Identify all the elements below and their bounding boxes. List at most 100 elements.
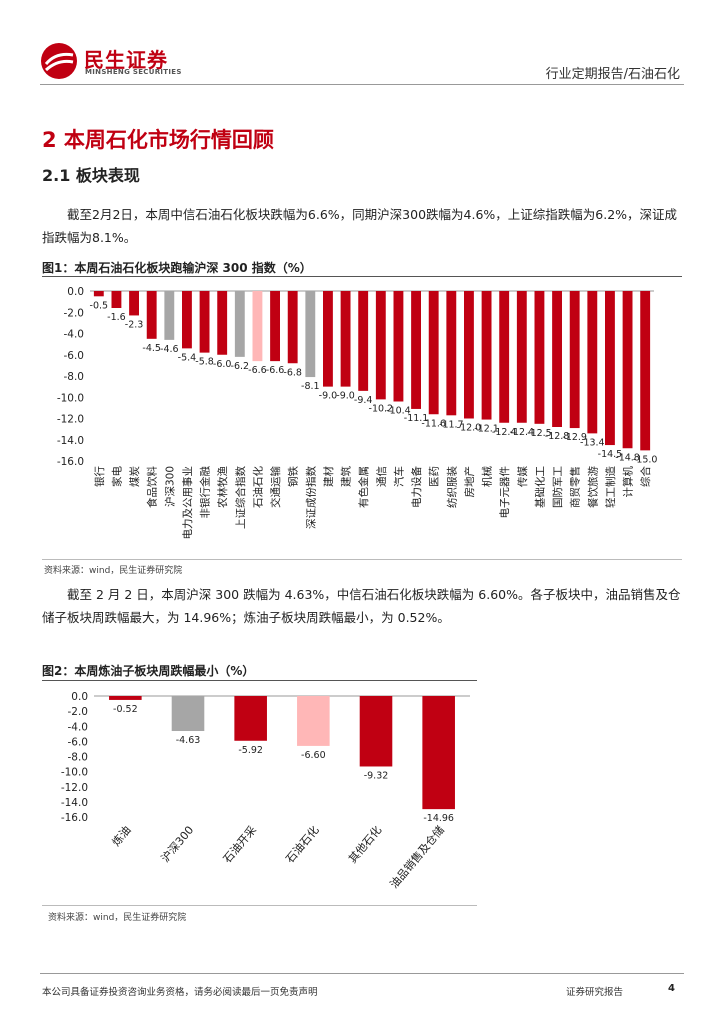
footer-label: 证券研究报告 bbox=[566, 987, 624, 998]
bar bbox=[93, 291, 104, 297]
bar bbox=[481, 291, 492, 420]
data-label: -0.52 bbox=[113, 704, 138, 715]
header-divider bbox=[40, 84, 684, 85]
data-label: -0.5 bbox=[90, 300, 109, 311]
bar bbox=[287, 291, 298, 364]
y-tick-label: 0.0 bbox=[67, 286, 84, 298]
x-tick-label: 非银行金融 bbox=[199, 466, 212, 519]
figure-2-bottom-rule bbox=[42, 905, 477, 906]
brand-name-cn: 民生证券 bbox=[84, 48, 168, 72]
data-label: -9.4 bbox=[354, 395, 373, 406]
x-tick-label: 深证成份指数 bbox=[304, 466, 317, 529]
y-tick-label: -4.0 bbox=[64, 329, 85, 341]
bar bbox=[305, 291, 316, 378]
data-label: -5.8 bbox=[195, 357, 214, 368]
y-tick-label: -12.0 bbox=[57, 414, 84, 426]
section-title: 2 本周石化市场行情回顾 bbox=[42, 128, 274, 152]
data-label: -9.0 bbox=[319, 391, 338, 402]
x-tick-label: 家电 bbox=[110, 466, 123, 487]
y-tick-label: -14.0 bbox=[57, 435, 84, 447]
y-tick-label: -4.0 bbox=[68, 721, 89, 733]
data-label: -10.4 bbox=[386, 406, 411, 417]
y-tick-label: -14.0 bbox=[61, 797, 88, 809]
y-tick-label: -10.0 bbox=[57, 392, 84, 404]
data-label: -13.4 bbox=[580, 437, 605, 448]
data-label: -1.6 bbox=[107, 312, 126, 323]
figure-1-source: 资料来源：wind，民生证券研究院 bbox=[44, 566, 183, 576]
x-tick-label: 钢铁 bbox=[287, 466, 300, 487]
x-tick-label: 轻工制造 bbox=[604, 466, 617, 508]
x-tick-label: 石油开采 bbox=[220, 823, 259, 866]
x-tick-label: 炼油 bbox=[109, 823, 134, 849]
x-tick-label: 食品饮料 bbox=[146, 466, 159, 508]
data-label: -11.7 bbox=[439, 419, 464, 430]
footer-divider bbox=[40, 973, 684, 974]
paragraph-2: 截至 2 月 2 日，本周沪深 300 跌幅为 4.63%，中信石油石化板块跌幅… bbox=[42, 587, 681, 625]
data-label: -10.2 bbox=[369, 403, 394, 414]
x-tick-label: 计算机 bbox=[622, 466, 635, 498]
x-tick-label: 综合 bbox=[639, 466, 652, 487]
bar bbox=[323, 291, 333, 387]
bar bbox=[622, 291, 633, 449]
data-label: -8.1 bbox=[301, 381, 320, 392]
bar bbox=[109, 696, 142, 700]
bar bbox=[422, 696, 455, 810]
bar bbox=[199, 291, 210, 353]
data-label: -4.6 bbox=[160, 344, 179, 355]
bar bbox=[111, 291, 122, 308]
bar bbox=[605, 291, 615, 446]
bar bbox=[297, 696, 330, 746]
data-label: -11.6 bbox=[421, 418, 446, 429]
bar bbox=[393, 291, 404, 402]
figure-1-title: 图1：本周石油石化板块跑输沪深 300 指数（%） bbox=[42, 261, 312, 275]
data-label: -14.8 bbox=[615, 452, 640, 463]
x-tick-label: 电力及公用事业 bbox=[181, 466, 194, 540]
x-tick-label: 基础化工 bbox=[533, 466, 546, 508]
x-tick-label: 汽车 bbox=[392, 466, 405, 487]
bar bbox=[146, 291, 157, 339]
x-tick-label: 有色金属 bbox=[357, 466, 370, 508]
data-label: -12.8 bbox=[545, 431, 570, 442]
x-tick-label: 煤炭 bbox=[128, 466, 141, 487]
bar bbox=[171, 696, 205, 732]
bar bbox=[164, 291, 175, 340]
data-label: -6.8 bbox=[283, 367, 302, 378]
bar bbox=[359, 696, 393, 767]
bar bbox=[464, 291, 474, 419]
bar bbox=[640, 291, 651, 451]
bar bbox=[428, 291, 439, 415]
x-tick-label: 房地产 bbox=[463, 466, 476, 498]
x-tick-label: 通信 bbox=[376, 466, 388, 487]
data-label: -14.96 bbox=[423, 813, 454, 824]
x-tick-label: 石油石化 bbox=[251, 466, 264, 508]
x-tick-label: 农林牧渔 bbox=[216, 466, 229, 508]
bar bbox=[234, 696, 267, 741]
bar bbox=[411, 291, 421, 409]
data-label: -15.0 bbox=[633, 454, 658, 465]
figure-1-top-rule bbox=[42, 276, 682, 277]
bar bbox=[129, 291, 139, 316]
x-tick-label: 机械 bbox=[481, 466, 494, 487]
bar bbox=[552, 291, 562, 427]
data-label: -6.2 bbox=[231, 361, 250, 372]
bar bbox=[340, 291, 351, 387]
figure-2-top-rule bbox=[42, 680, 477, 681]
y-tick-label: -16.0 bbox=[61, 812, 88, 824]
x-tick-label: 上证综合指数 bbox=[234, 466, 247, 529]
minsheng-logo-icon bbox=[41, 43, 77, 79]
x-tick-label: 传媒 bbox=[516, 466, 529, 487]
figure-2-title: 图2：本周炼油子板块周跌幅最小（%） bbox=[42, 664, 255, 678]
y-tick-label: -2.0 bbox=[68, 706, 89, 718]
y-tick-label: -6.0 bbox=[68, 736, 89, 748]
bar bbox=[217, 291, 228, 355]
x-tick-label: 电力设备 bbox=[410, 466, 423, 508]
x-tick-label: 国防军工 bbox=[551, 466, 564, 508]
y-tick-label: -16.0 bbox=[57, 456, 84, 468]
data-label: -12.5 bbox=[527, 428, 552, 439]
footer-disclaimer: 本公司具备证券投资咨询业务资格，请务必阅读最后一页免责声明 bbox=[42, 987, 318, 998]
figure-1-bottom-rule bbox=[42, 559, 682, 560]
data-label: -4.63 bbox=[176, 735, 201, 746]
bar bbox=[499, 291, 510, 423]
data-label: -5.92 bbox=[238, 745, 263, 756]
bar bbox=[375, 291, 386, 400]
